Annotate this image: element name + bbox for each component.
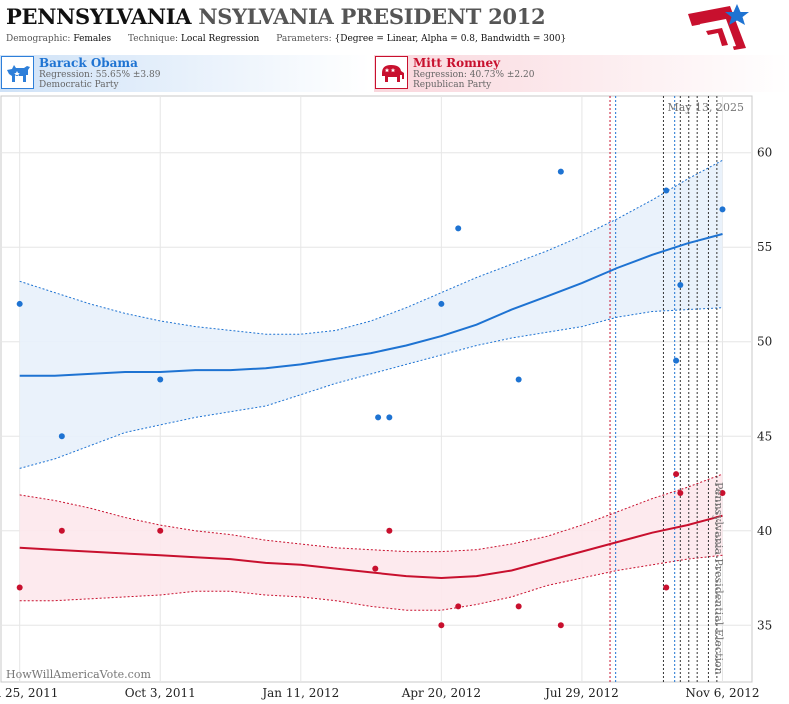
candidate-name: Mitt Romney <box>413 56 501 70</box>
x-axis-ticks: Jun 25, 2011 Oct 3, 2011 Jan 11, 2012 Apr 2… <box>0 686 760 700</box>
demographic-label: Demographic: <box>6 34 71 44</box>
poll-point <box>673 471 680 478</box>
candidate-romney: Mitt Romney Regression: 40.73% ±2.20 Rep… <box>374 55 789 92</box>
x-tick-label: Oct 3, 2011 <box>125 686 196 700</box>
poll-point <box>673 357 680 364</box>
title-rest: NSYLVANIA PRESIDENT <box>198 4 482 29</box>
parameters-value: {Degree = Linear, Alpha = 0.8, Bandwidth… <box>334 34 567 44</box>
y-tick-label: 35 <box>757 618 772 632</box>
date-annotation: May 13, 2025 <box>667 101 744 114</box>
candidate-name: Barack Obama <box>39 56 138 70</box>
poll-point <box>719 489 726 496</box>
y-tick-label: 40 <box>757 524 772 538</box>
confidence-lower <box>19 554 723 611</box>
poll-point <box>157 527 164 534</box>
confidence-bands <box>19 159 723 611</box>
y-tick-label: 50 <box>757 335 772 349</box>
x-tick-label: Nov 6, 2012 <box>685 686 759 700</box>
y-tick-label: 45 <box>757 429 772 443</box>
poll-point <box>719 206 726 213</box>
poll-points <box>16 168 726 629</box>
confidence-upper <box>19 473 723 553</box>
poll-point <box>386 527 393 534</box>
demographic-value: Females <box>73 34 112 44</box>
x-tick-label: Apr 20, 2012 <box>401 686 481 700</box>
poll-point <box>157 376 164 383</box>
x-tick-label: Jan 11, 2012 <box>260 686 339 700</box>
x-tick-label: Jun 25, 2011 <box>0 686 58 700</box>
poll-point <box>438 622 445 629</box>
poll-point <box>375 414 382 421</box>
elephant-icon <box>375 56 408 89</box>
parameters-label: Parameters: <box>276 34 332 44</box>
plot-border <box>0 95 753 683</box>
poll-point <box>515 376 522 383</box>
poll-point <box>455 225 462 232</box>
y-tick-label: 60 <box>757 146 772 160</box>
poll-point <box>386 414 393 421</box>
chart-title: PENNSYLVANIA NSYLVANIA PRESIDENT 2012 <box>6 4 546 29</box>
poll-point <box>58 527 65 534</box>
trend-line <box>19 233 723 377</box>
donkey-icon <box>1 56 34 89</box>
poll-point <box>557 622 564 629</box>
title-year: 2012 <box>488 4 546 29</box>
trend-lines <box>19 233 723 580</box>
flag-star-logo <box>688 4 749 50</box>
poll-point <box>438 300 445 307</box>
poll-point <box>372 565 379 572</box>
y-axis-ticks: 35 40 45 50 55 60 <box>757 146 772 633</box>
poll-point <box>16 300 23 307</box>
poll-point <box>663 187 670 194</box>
poll-point <box>663 584 670 591</box>
candidate-party: Republican Party <box>413 80 492 90</box>
confidence-band <box>19 474 723 611</box>
trend-line <box>19 514 723 580</box>
candidate-party: Democratic Party <box>39 80 119 90</box>
election-annotation: Pennsylvania Presidential Election <box>712 482 725 675</box>
confidence-lower <box>19 307 723 469</box>
title-state: PENNSYLVANIA <box>6 4 192 29</box>
event-lines <box>609 96 718 682</box>
poll-point <box>16 584 23 591</box>
poll-point <box>677 282 684 289</box>
y-tick-label: 55 <box>757 240 772 254</box>
chart-parameters: Demographic: Females Technique: Local Re… <box>6 34 580 44</box>
candidate-obama: Barack Obama Regression: 55.65% ±3.89 De… <box>0 55 370 92</box>
technique-value: Local Regression <box>180 34 260 44</box>
x-tick-label: Jul 29, 2012 <box>543 686 619 700</box>
poll-point <box>58 433 65 440</box>
chart-header: PENNSYLVANIA NSYLVANIA PRESIDENT 2012 De… <box>0 0 789 50</box>
poll-point <box>557 168 564 175</box>
candidate-regression: Regression: 55.65% ±3.89 <box>39 70 161 80</box>
technique-label: Technique: <box>128 34 179 44</box>
site-credit: HowWillAmericaVote.com <box>6 668 151 681</box>
candidate-regression: Regression: 40.73% ±2.20 <box>413 70 535 80</box>
poll-point <box>515 603 522 610</box>
confidence-upper <box>19 159 723 335</box>
poll-point <box>677 489 684 496</box>
poll-point <box>455 603 462 610</box>
confidence-band <box>19 160 723 469</box>
